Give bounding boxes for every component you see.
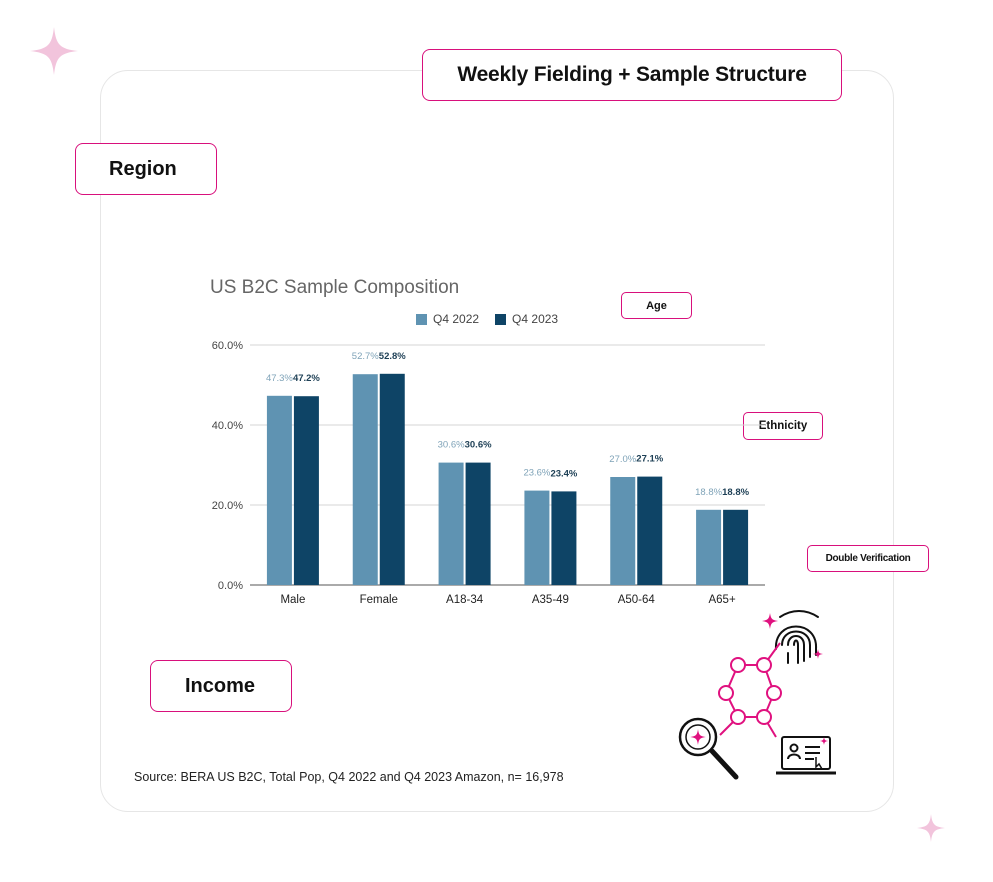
bar [723, 509, 749, 585]
data-label: 30.6% [465, 440, 492, 451]
y-tick-label: 60.0% [212, 340, 243, 352]
x-tick-label: Female [360, 594, 398, 606]
bar-chart: 0.0% 20.0% 40.0% 60.0% 47.3% 47.2% Male 52.7% 52… [212, 340, 765, 606]
sparkle-icon [30, 27, 78, 75]
y-tick-label: 40.0% [212, 420, 243, 432]
legend-label: Q4 2022 [433, 312, 480, 326]
data-label: 23.4% [550, 468, 577, 479]
laptop-id-icon [776, 736, 836, 775]
legend-swatch [495, 313, 507, 325]
legend-item-q4-2022: Q4 2022 [416, 312, 479, 326]
age-tag: Age [621, 292, 692, 319]
ethnicity-tag: Ethnicity [743, 412, 823, 440]
bar [465, 462, 491, 585]
legend-label: Q4 2023 [512, 312, 559, 326]
data-label: 23.6% [523, 468, 550, 479]
bar [610, 477, 636, 585]
bar [524, 490, 550, 585]
bar [438, 462, 464, 585]
source-note: Source: BERA US B2C, Total Pop, Q4 2022 … [134, 770, 564, 784]
x-tick-label: Male [280, 594, 305, 606]
bar [379, 373, 405, 585]
chart-title: US B2C Sample Composition [210, 277, 460, 298]
region-tag: Region [75, 143, 217, 195]
chart-legend: Q4 2022 Q4 2023 [416, 312, 558, 326]
data-label: 52.7% [352, 351, 379, 362]
x-tick-label: A65+ [708, 594, 735, 606]
data-label: 27.0% [609, 454, 636, 465]
fingerprint-icon [774, 610, 819, 664]
sparkle-icon [762, 613, 823, 659]
legend-item-q4-2023: Q4 2023 [495, 312, 558, 326]
bar [266, 395, 292, 585]
x-tick-label: A35-49 [532, 594, 569, 606]
legend-swatch [416, 313, 427, 325]
data-label: 18.8% [722, 487, 749, 498]
data-label: 27.1% [636, 454, 663, 465]
data-label: 47.2% [293, 373, 320, 384]
data-label: 30.6% [438, 440, 465, 451]
magnifier-icon [678, 717, 739, 780]
molecule-network-icon [718, 642, 782, 738]
bar [293, 396, 319, 585]
bar [637, 476, 663, 585]
double-verification-tag: Double Verification [807, 545, 929, 572]
x-tick-label: A50-64 [618, 594, 656, 606]
bar [696, 509, 722, 585]
income-tag: Income [150, 660, 292, 712]
verification-illustration [678, 610, 836, 780]
x-tick-label: A18-34 [446, 594, 484, 606]
data-label: 52.8% [379, 351, 406, 362]
bar [551, 491, 577, 585]
y-tick-label: 20.0% [212, 500, 243, 512]
data-label: 47.3% [266, 373, 293, 384]
sparkle-icon [917, 814, 945, 842]
data-label: 18.8% [695, 487, 722, 498]
page-title: Weekly Fielding + Sample Structure [422, 49, 842, 101]
y-tick-label: 0.0% [218, 580, 243, 592]
bar [352, 374, 378, 585]
